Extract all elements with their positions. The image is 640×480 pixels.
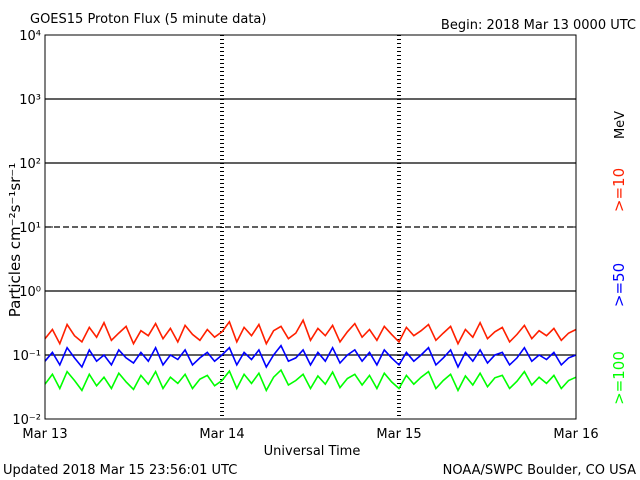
y-tick-label: 10⁻² [12,413,41,428]
legend-label: >=10 [610,168,628,212]
plot-frame [44,34,577,420]
y-axis-label: Particles cm⁻²s⁻¹sr⁻¹ [6,163,24,317]
x-tick-label: Mar 13 [22,427,67,442]
series-line [44,318,577,346]
series-line [44,368,577,393]
y-tick-label: 10³ [19,93,41,108]
y-tick-label: 10¹ [19,221,41,236]
x-tick-label: Mar 15 [376,427,421,442]
x-tick-label: Mar 14 [199,427,244,442]
footer-right: NOAA/SWPC Boulder, CO USA [443,463,636,478]
series-line [44,344,577,369]
footer-left: Updated 2018 Mar 15 23:56:01 UTC [3,463,237,478]
y-tick-label: 10⁴ [19,29,41,44]
y-tick-label: 10⁻¹ [12,349,41,364]
y-tick-label: 10⁰ [19,285,41,300]
chart-subtitle: Begin: 2018 Mar 13 0000 UTC [441,18,636,33]
legend-label: >=100 [610,351,628,405]
x-tick-label: Mar 16 [553,427,598,442]
x-axis-label: Universal Time [264,444,361,459]
legend-unit: MeV [613,111,628,139]
y-tick-label: 10² [19,157,41,172]
chart-title: GOES15 Proton Flux (5 minute data) [30,12,266,27]
legend-label: >=50 [610,263,628,307]
